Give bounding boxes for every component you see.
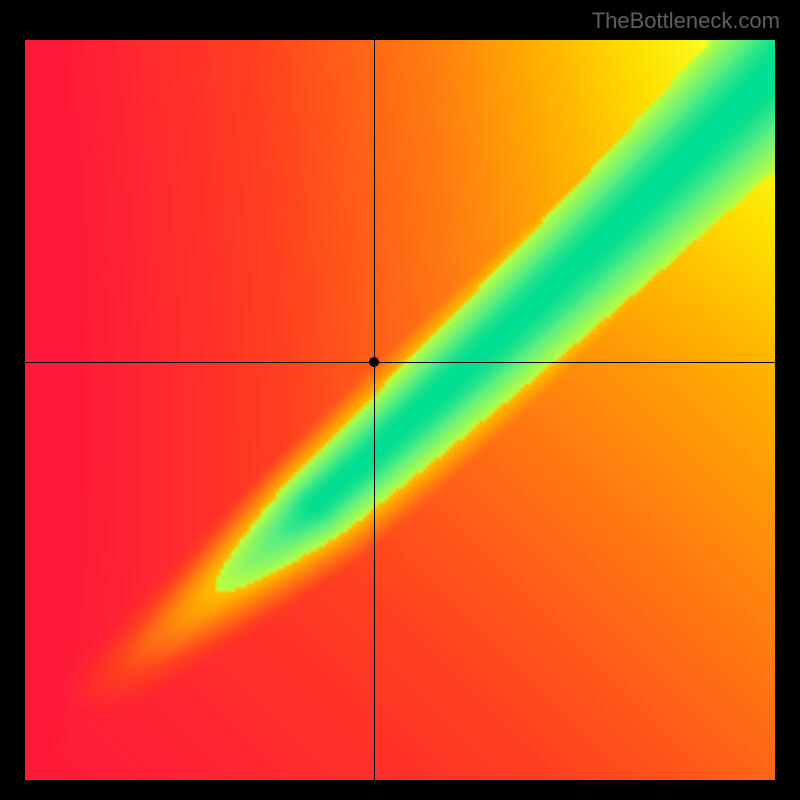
crosshair-horizontal xyxy=(25,362,775,363)
crosshair-vertical xyxy=(374,40,375,780)
heatmap-plot xyxy=(25,40,775,780)
selection-marker xyxy=(369,357,379,367)
heatmap-canvas xyxy=(25,40,775,780)
watermark-text: TheBottleneck.com xyxy=(592,8,780,34)
